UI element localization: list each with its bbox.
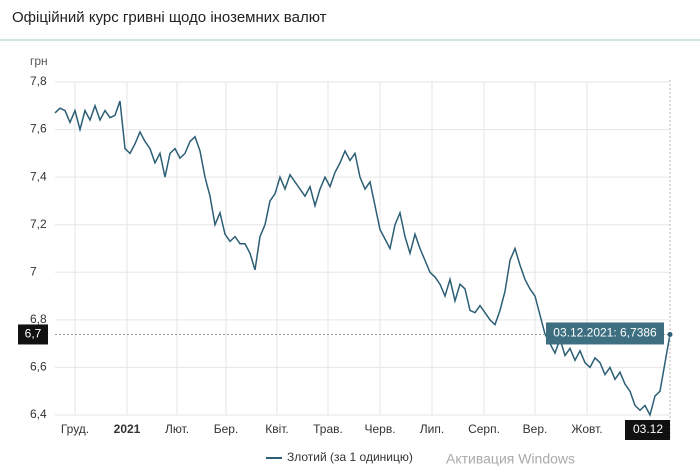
series-line bbox=[54, 100, 671, 418]
x-tick-label: 2021 bbox=[114, 422, 141, 436]
x-tick-label: Лют. bbox=[165, 422, 189, 436]
watermark: Активация Windows bbox=[446, 451, 575, 466]
x-tick-label: Жовт. bbox=[571, 422, 602, 436]
cursor-point bbox=[667, 331, 673, 337]
x-tick-label: Груд. bbox=[61, 422, 89, 436]
x-tick-label: Серп. bbox=[468, 422, 500, 436]
y-tick-label: 7,2 bbox=[30, 217, 47, 231]
y-tick-label: 6,6 bbox=[30, 360, 47, 374]
y-cursor-label: 6,7 bbox=[25, 327, 42, 341]
y-axis-label: грн bbox=[30, 54, 48, 68]
x-tick-label: Квіт. bbox=[265, 422, 289, 436]
x-tick-label: Вер. bbox=[523, 422, 548, 436]
x-tick-label: Бер. bbox=[214, 422, 239, 436]
y-tick-label: 7 bbox=[30, 264, 37, 278]
y-tick-label: 7,8 bbox=[30, 74, 47, 88]
y-cursor-box bbox=[18, 324, 48, 345]
y-tick-label: 7,6 bbox=[30, 122, 47, 136]
y-tick-label: 7,4 bbox=[30, 169, 47, 183]
y-tick-label: 6,4 bbox=[30, 407, 47, 421]
x-tick-label: Черв. bbox=[364, 422, 395, 436]
legend-label: Злотий (за 1 одиницю) bbox=[287, 450, 413, 464]
x-cursor-label: 03.12 bbox=[633, 422, 663, 436]
tooltip-text: 03.12.2021: 6,7386 bbox=[553, 326, 657, 340]
tooltip-box bbox=[546, 322, 664, 345]
x-cursor-box bbox=[625, 420, 670, 440]
chart-title: Офіційний курс гривні щодо іноземних вал… bbox=[12, 9, 327, 26]
y-tick-label: 6,8 bbox=[30, 312, 47, 326]
x-tick-label: Лип. bbox=[420, 422, 444, 436]
x-tick-label: Трав. bbox=[313, 422, 343, 436]
